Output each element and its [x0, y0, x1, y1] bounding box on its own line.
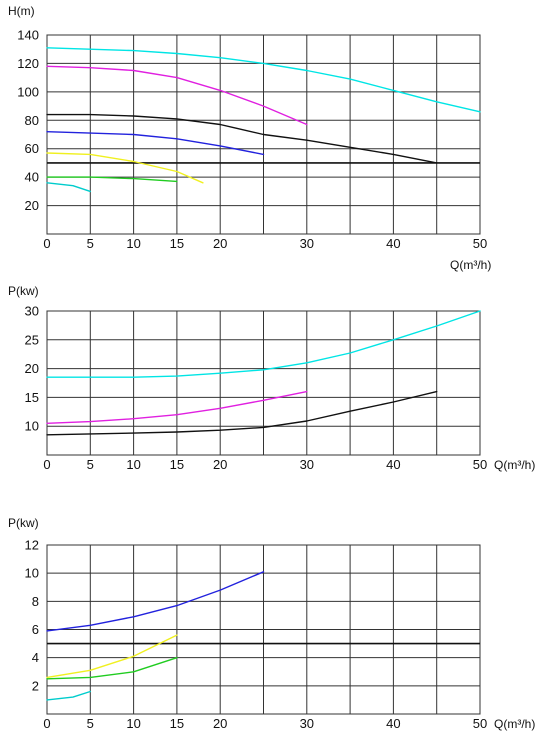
chart2-x-tick-label-0: 0 — [43, 457, 50, 472]
chart3-x-tick-label-1: 5 — [87, 716, 94, 731]
chart1-series-line-2 — [46, 113, 438, 164]
chart1-series-line-6 — [46, 182, 91, 193]
chart2-y-tick-label-3: 25 — [25, 332, 39, 347]
chart2-x-tick-label-7: 50 — [473, 457, 487, 472]
chart1-series-line-5 — [46, 176, 178, 183]
chart3-x-tick-label-6: 40 — [386, 716, 400, 731]
chart1-y-tick-label-6: 140 — [17, 28, 39, 43]
chart3-series-line-3 — [46, 690, 91, 701]
chart1-y-axis-label: H(m) — [8, 4, 35, 18]
chart2-x-tick-label-2: 10 — [126, 457, 140, 472]
chart3-x-tick-label-2: 10 — [126, 716, 140, 731]
chart1-x-tick-label-0: 0 — [43, 236, 50, 251]
chart1-x-tick-label-6: 40 — [386, 236, 400, 251]
chart3-y-tick-label-4: 10 — [25, 566, 39, 581]
chart3-series-line-0 — [46, 571, 265, 632]
chart2-series-line-1 — [46, 390, 308, 424]
chart3-series-line-1 — [46, 634, 178, 679]
chart2-y-tick-label-2: 20 — [25, 361, 39, 376]
chart1-series-line-1 — [46, 65, 308, 126]
chart3-x-tick-label-5: 30 — [300, 716, 314, 731]
chart2-y-tick-label-1: 15 — [25, 390, 39, 405]
chart3-x-axis-label: Q(m³/h) — [494, 717, 535, 731]
chart2-y-axis-label: P(kw) — [8, 284, 39, 298]
chart3-y-axis-label: P(kw) — [8, 516, 39, 530]
chart1-x-tick-label-2: 10 — [126, 236, 140, 251]
chart3-y-tick-label-3: 8 — [32, 594, 39, 609]
chart1-x-tick-label-4: 20 — [213, 236, 227, 251]
chart1-series-line-4 — [46, 152, 204, 184]
chart1-y-tick-label-2: 60 — [25, 141, 39, 156]
chart1-y-tick-label-5: 120 — [17, 56, 39, 71]
chart1-x-tick-label-7: 50 — [473, 236, 487, 251]
chart2-x-tick-label-6: 40 — [386, 457, 400, 472]
chart1-y-tick-label-3: 80 — [25, 113, 39, 128]
chart3-x-tick-label-4: 20 — [213, 716, 227, 731]
chart1-y-tick-label-0: 20 — [25, 198, 39, 213]
chart2-x-axis-label: Q(m³/h) — [494, 458, 535, 472]
chart3-series-line-2 — [46, 657, 178, 680]
chart2-x-tick-label-1: 5 — [87, 457, 94, 472]
chart2-series-line-0 — [46, 310, 481, 378]
chart3-y-tick-label-5: 12 — [25, 538, 39, 553]
chart1-series-line-3 — [46, 131, 265, 156]
chart3-x-tick-label-7: 50 — [473, 716, 487, 731]
chart1-x-tick-label-1: 5 — [87, 236, 94, 251]
chart1-series-line-0 — [46, 47, 481, 113]
chart2-y-tick-label-4: 30 — [25, 304, 39, 319]
chart3-y-tick-label-0: 2 — [32, 678, 39, 693]
chart2-x-tick-label-5: 30 — [300, 457, 314, 472]
chart1-y-tick-label-4: 100 — [17, 84, 39, 99]
chart3-x-tick-label-0: 0 — [43, 716, 50, 731]
chart3-y-tick-label-1: 4 — [32, 650, 39, 665]
chart2-y-tick-label-0: 10 — [25, 419, 39, 434]
chart1-y-tick-label-1: 40 — [25, 170, 39, 185]
chart3-y-tick-label-2: 6 — [32, 622, 39, 637]
chart2-x-tick-label-3: 15 — [170, 457, 184, 472]
chart3-x-tick-label-3: 15 — [170, 716, 184, 731]
chart1-x-tick-label-3: 15 — [170, 236, 184, 251]
chart2-x-tick-label-4: 20 — [213, 457, 227, 472]
chart1-x-tick-label-5: 30 — [300, 236, 314, 251]
chart2-series-line-2 — [46, 390, 438, 436]
chart1-x-axis-label: Q(m³/h) — [450, 258, 491, 272]
